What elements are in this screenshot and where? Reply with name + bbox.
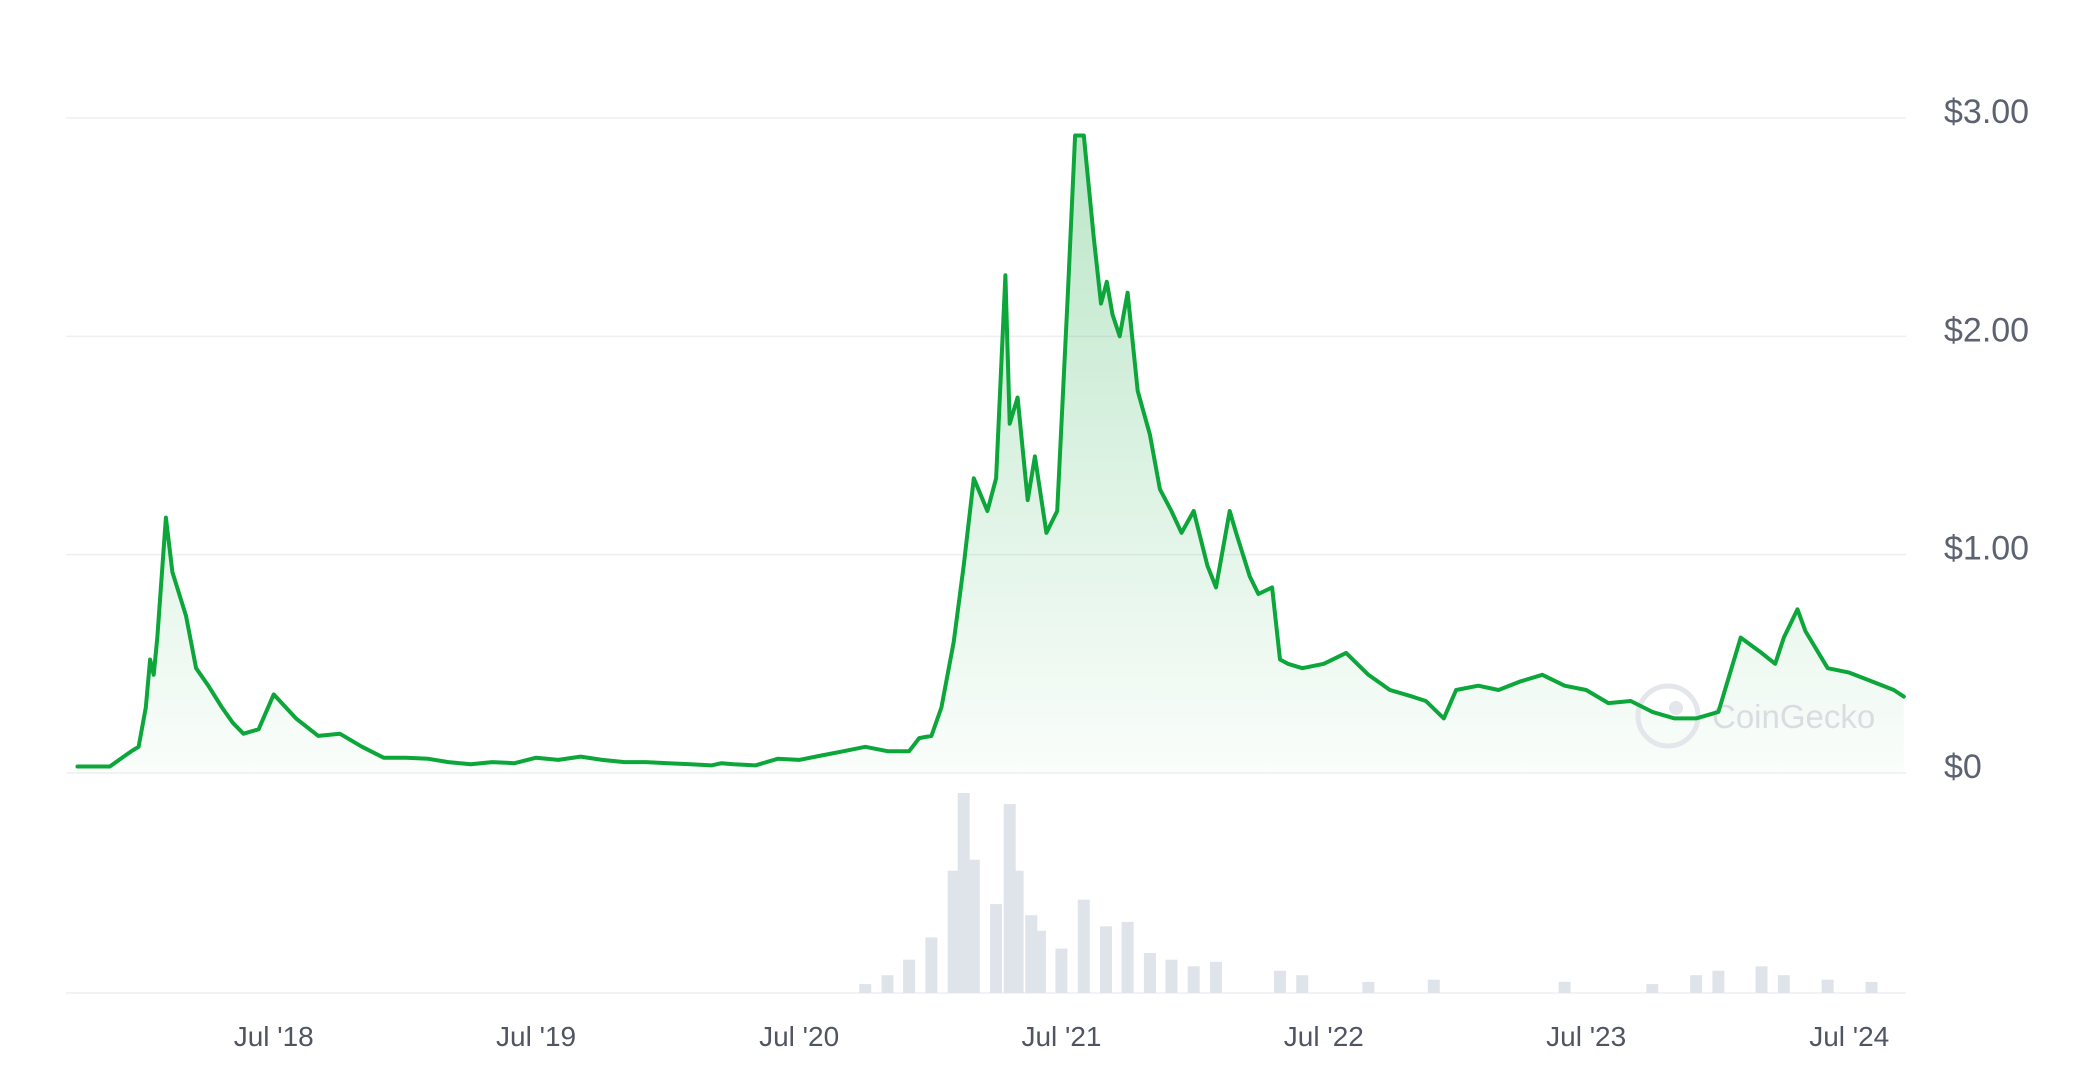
x-tick-label: Jul '20 bbox=[759, 1021, 839, 1052]
volume-bar bbox=[1777, 975, 1790, 993]
volume-bar bbox=[947, 870, 960, 993]
x-tick-label: Jul '18 bbox=[234, 1021, 314, 1052]
volume-bar bbox=[1033, 930, 1046, 993]
volume-bar bbox=[1055, 948, 1068, 993]
y-tick-label: $1.00 bbox=[1944, 530, 2029, 568]
volume-bar bbox=[1100, 926, 1113, 993]
volume-bar bbox=[1143, 953, 1156, 993]
volume-bar bbox=[1077, 899, 1090, 993]
volume-bar bbox=[925, 937, 938, 993]
coingecko-watermark: CoinGecko bbox=[1635, 683, 1875, 749]
volume-bar bbox=[957, 793, 970, 993]
volume-bar bbox=[1210, 961, 1222, 993]
volume-bar bbox=[1821, 979, 1834, 993]
volume-bar bbox=[1712, 970, 1725, 993]
volume-bar bbox=[1690, 975, 1703, 993]
volume-bar bbox=[1187, 966, 1200, 993]
volume-bar bbox=[1165, 959, 1178, 993]
volume-bar bbox=[990, 904, 1003, 993]
coingecko-logo-eye-icon bbox=[1669, 701, 1683, 715]
y-tick-label: $3.00 bbox=[1944, 93, 2029, 131]
y-tick-label: $2.00 bbox=[1944, 311, 2029, 349]
volume-bar bbox=[859, 984, 872, 993]
volume-bar bbox=[1011, 870, 1024, 993]
volume-bar bbox=[1646, 984, 1659, 993]
volume-bar bbox=[1865, 981, 1878, 993]
x-tick-label: Jul '23 bbox=[1546, 1021, 1626, 1052]
volume-bars bbox=[859, 793, 1878, 993]
volume-bar bbox=[1755, 966, 1768, 993]
x-tick-label: Jul '22 bbox=[1284, 1021, 1364, 1052]
price-series-line bbox=[75, 133, 1906, 769]
volume-bar bbox=[881, 975, 894, 993]
x-tick-label: Jul '19 bbox=[496, 1021, 576, 1052]
x-tick-label: Jul '21 bbox=[1021, 1021, 1101, 1052]
volume-bar bbox=[1558, 981, 1571, 993]
volume-bar bbox=[1427, 979, 1440, 993]
price-area bbox=[77, 135, 1904, 773]
volume-bar bbox=[1273, 970, 1286, 993]
volume-bar bbox=[1362, 981, 1375, 993]
x-axis-ticks: Jul '18 Jul '19 Jul '20 Jul '21 Jul '22 Jul '… bbox=[234, 1021, 1890, 1052]
y-axis-ticks: $0 $1.00 $2.00 $3.00 bbox=[1944, 93, 2029, 786]
volume-bar bbox=[903, 959, 916, 993]
x-tick-label: Jul '24 bbox=[1809, 1021, 1889, 1052]
volume-bar bbox=[1121, 921, 1134, 993]
volume-bar bbox=[1296, 975, 1309, 993]
volume-bar bbox=[967, 859, 980, 993]
price-line bbox=[75, 133, 1906, 769]
price-area-fill bbox=[77, 135, 1904, 773]
watermark-text: CoinGecko bbox=[1712, 698, 1875, 735]
y-tick-label: $0 bbox=[1944, 748, 1982, 786]
